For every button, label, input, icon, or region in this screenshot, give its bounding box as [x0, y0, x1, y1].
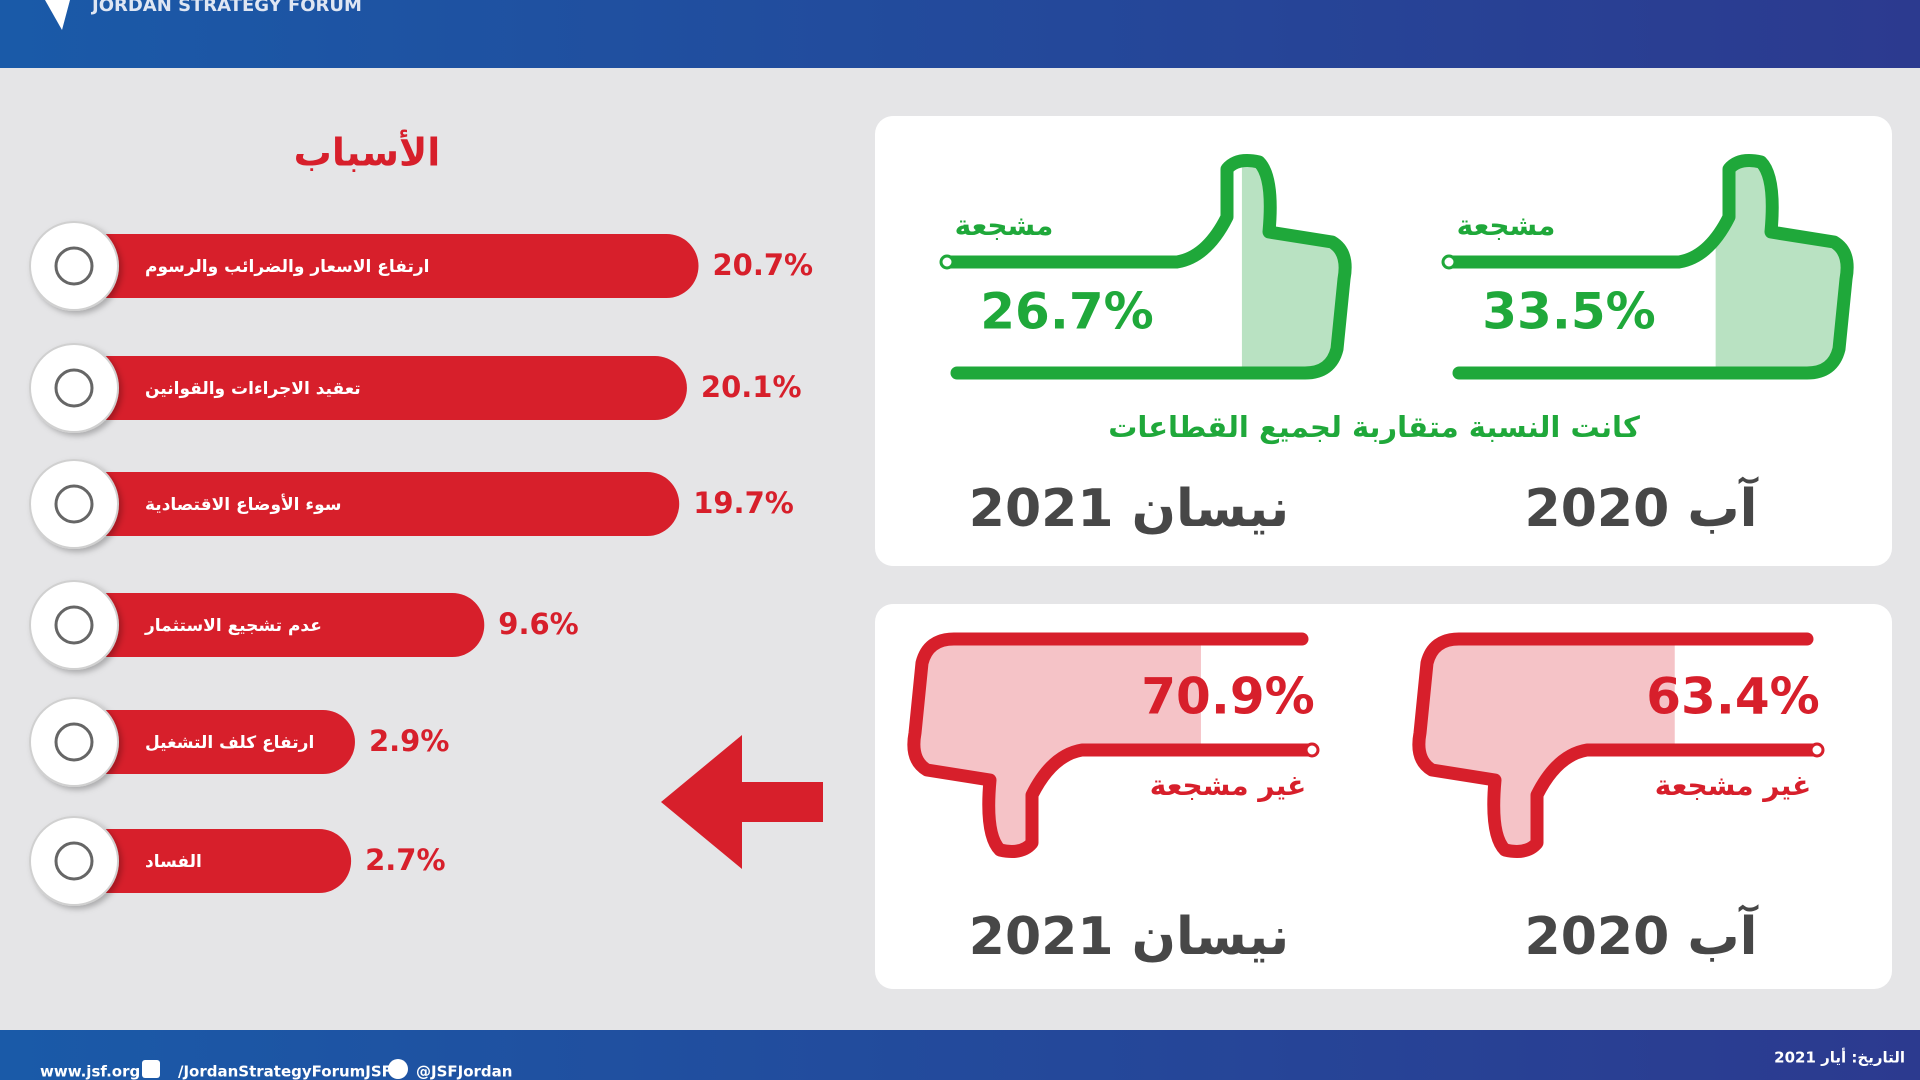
facebook-icon	[142, 1060, 160, 1078]
reason-icon-glyph	[54, 484, 94, 524]
footer-twitter: @JSFJordan	[416, 1063, 512, 1080]
thumb-label: مشجعة	[1457, 209, 1556, 242]
bar	[74, 356, 687, 420]
category-label: ارتفاع الاسعار والضرائب والرسوم	[145, 257, 429, 277]
bar	[74, 472, 680, 536]
reason-icon-glyph	[54, 246, 94, 286]
thumb-dot	[1809, 742, 1825, 758]
encouraging-subtitle: كانت النسبة متقاربة لجميع القطاعات	[1108, 410, 1640, 444]
reason-icon	[29, 580, 119, 670]
reason-icon	[29, 459, 119, 549]
footer-facebook: /JordanStrategyForumJSF	[178, 1063, 392, 1080]
period: آب 2020	[1525, 904, 1759, 967]
logo	[45, 0, 70, 30]
period: آب 2020	[1525, 476, 1759, 539]
bar	[74, 593, 485, 657]
bar	[74, 829, 352, 893]
twitter-icon	[388, 1059, 408, 1079]
category-label: الفساد	[145, 852, 202, 872]
period: نيسان 2021	[969, 479, 1289, 539]
thumb-value: 33.5%	[1482, 283, 1655, 341]
reason-icon	[29, 343, 119, 433]
footer-date: التاريخ: أيار 2021	[1774, 1048, 1905, 1067]
thumb-value: 26.7%	[980, 283, 1153, 341]
thumb-dot	[939, 254, 955, 270]
thumb-dot	[1304, 742, 1320, 758]
category-label: عدم تشجيع الاستثمار	[144, 616, 322, 636]
category-label: تعقيد الاجراءات والقوانين	[145, 379, 361, 399]
thumb-outline	[907, 632, 1319, 858]
thumb-label: غير مشجعة	[1150, 769, 1307, 802]
category-label: ارتفاع كلف التشغيل	[145, 733, 314, 753]
reason-icon-glyph	[54, 841, 94, 881]
bar	[74, 234, 699, 298]
reason-icon-glyph	[54, 368, 94, 408]
thumb-label: غير مشجعة	[1655, 769, 1812, 802]
value-label: 19.7%	[693, 486, 794, 520]
reason-icon-glyph	[54, 722, 94, 762]
thumb-dot	[1441, 254, 1457, 270]
value-label: 20.1%	[701, 370, 802, 404]
header-bar	[0, 0, 1920, 68]
reason-icon	[29, 221, 119, 311]
value-label: 20.7%	[713, 248, 814, 282]
reasons-title: الأسباب	[294, 129, 441, 175]
bar	[74, 710, 355, 774]
value-label: 9.6%	[498, 607, 578, 641]
thumb-value: 70.9%	[1141, 668, 1314, 726]
thumb-outline	[940, 154, 1352, 380]
thumb-label: مشجعة	[955, 209, 1054, 242]
thumb-outline	[1412, 632, 1824, 858]
value-label: 2.7%	[365, 843, 445, 877]
period: نيسان 2021	[969, 907, 1289, 967]
category-label: سوء الأوضاع الاقتصادية	[145, 494, 342, 515]
reason-icon-glyph	[54, 605, 94, 645]
footer-website: www.jsf.org	[40, 1063, 140, 1080]
footer-bar	[0, 1030, 1920, 1080]
reason-icon	[29, 697, 119, 787]
brand: JORDAN STRATEGY FORUM	[90, 0, 362, 16]
reason-icon	[29, 816, 119, 906]
encouraging-panel	[875, 116, 1892, 566]
value-label: 2.9%	[369, 724, 449, 758]
thumb-value: 63.4%	[1646, 668, 1819, 726]
arrow	[661, 735, 823, 869]
thumb-outline	[1442, 154, 1854, 380]
